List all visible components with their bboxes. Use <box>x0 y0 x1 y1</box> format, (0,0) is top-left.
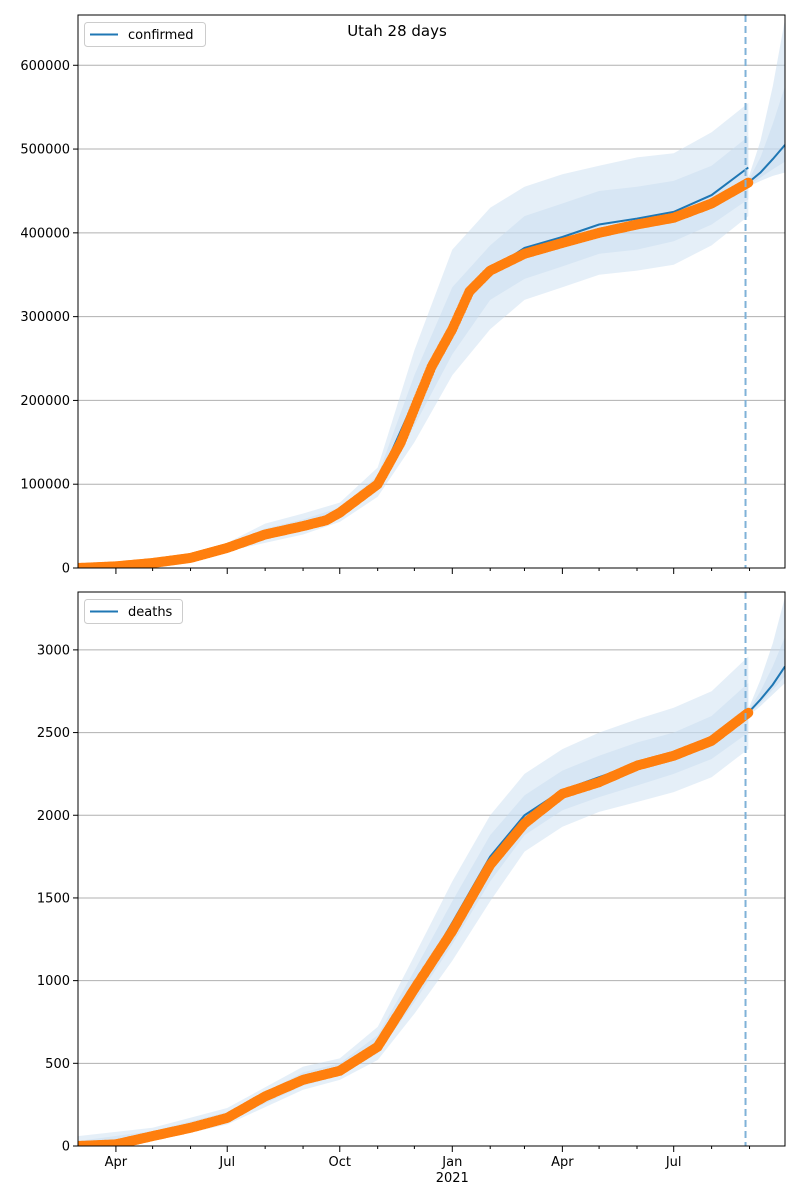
x-tick-label: Apr <box>105 1155 128 1170</box>
y-tick-label: 2500 <box>37 726 70 741</box>
y-tick-label: 0 <box>62 562 70 577</box>
legend-label: confirmed <box>128 28 194 43</box>
x-tick-label: Jul <box>218 1155 235 1170</box>
forecast-line <box>747 665 785 714</box>
forecast-band <box>748 86 785 186</box>
plot-area <box>78 19 785 568</box>
y-tick-label: 500 <box>45 1057 70 1072</box>
x-tick-label: Jul <box>665 1155 682 1170</box>
y-tick-label: 0 <box>62 1140 70 1155</box>
plot-area <box>78 597 785 1146</box>
y-tick-label: 1000 <box>37 974 70 989</box>
x-year-label: 2021 <box>436 1171 469 1186</box>
observed-series <box>78 707 754 1146</box>
y-tick-label: 1500 <box>37 891 70 906</box>
y-tick-label: 300000 <box>20 310 70 325</box>
confirmed-panel: 0 100000 200000 300000 400000 500000 600000 con… <box>20 14 786 577</box>
y-tick-label: 500000 <box>20 143 70 158</box>
y-tick-label: 600000 <box>20 59 70 74</box>
y-tick-label: 2000 <box>37 809 70 824</box>
y-tick-label: 200000 <box>20 394 70 409</box>
uncertainty-band <box>78 683 749 1146</box>
x-tick-label: Jan <box>441 1155 462 1170</box>
uncertainty-band <box>227 136 749 550</box>
forecast-band <box>748 636 785 715</box>
legend: confirmed <box>84 22 206 47</box>
x-tick-label: Apr <box>551 1155 574 1170</box>
uncertainty-band <box>78 656 749 1146</box>
x-tick-label: Oct <box>329 1155 351 1170</box>
axes-frame <box>77 591 786 1147</box>
y-tick-label: 3000 <box>37 643 70 658</box>
deaths-panel: 0 500 1000 1500 2000 2500 3000 Apr Jul Oct Jan Apr J… <box>37 591 786 1186</box>
legend: deaths <box>84 599 183 624</box>
forecast-line <box>747 144 785 184</box>
y-tick-label: 400000 <box>20 226 70 241</box>
uncertainty-band <box>227 103 749 552</box>
figure-title: Utah 28 days <box>347 22 447 40</box>
y-tick-label: 100000 <box>20 478 70 493</box>
observed-series <box>78 177 754 568</box>
axes-frame <box>77 14 786 569</box>
legend-label: deaths <box>128 605 173 620</box>
